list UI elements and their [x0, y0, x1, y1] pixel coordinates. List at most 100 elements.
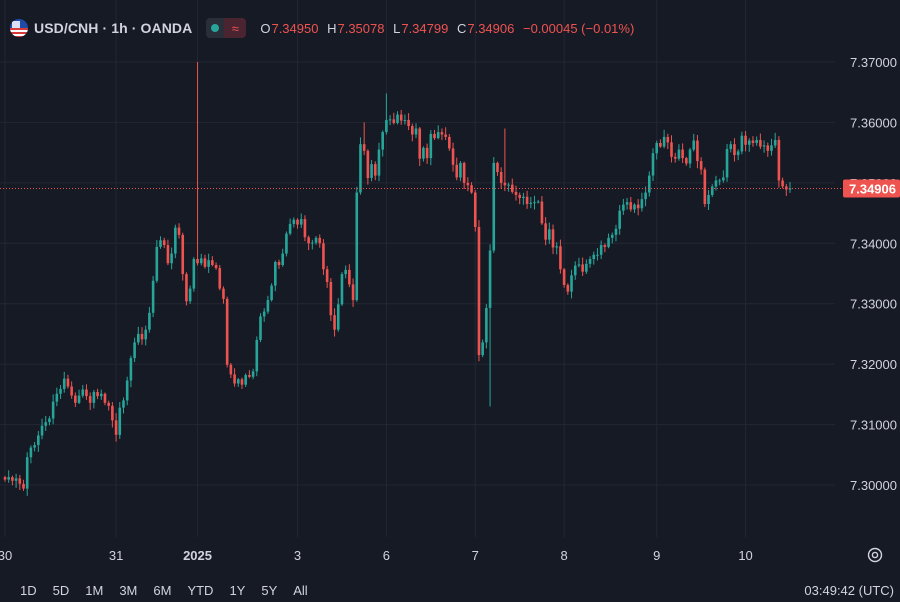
- candle: [240, 377, 244, 389]
- candle: [292, 217, 296, 228]
- candle: [736, 149, 740, 161]
- x-tick-label: 30: [0, 548, 12, 563]
- candle: [659, 139, 662, 148]
- candle: [14, 473, 18, 488]
- candle: [40, 418, 44, 440]
- candle: [462, 161, 466, 189]
- x-tick-label: 3: [294, 548, 301, 563]
- candle: [325, 265, 329, 288]
- last-price-marker: 7.34906: [0, 179, 900, 198]
- candle: [103, 392, 107, 406]
- candle: [448, 134, 451, 151]
- candle: [233, 368, 236, 387]
- bottom-toolbar: 1D 5D 1M 3M 6M YTD 1Y 5Y All 03:49:42 (UTC): [0, 577, 900, 602]
- symbol-title[interactable]: USD/CNH · 1h · OANDA: [34, 20, 193, 36]
- candle: [477, 220, 481, 362]
- candle: [125, 376, 129, 406]
- candle: [788, 182, 792, 193]
- range-button-5d[interactable]: 5D: [52, 583, 70, 598]
- candle: [533, 195, 536, 210]
- candle: [218, 264, 222, 291]
- candle: [492, 157, 496, 253]
- candle: [762, 140, 766, 153]
- settings-gear-icon[interactable]: [866, 546, 884, 564]
- candle: [444, 127, 447, 140]
- range-button-5y[interactable]: 5Y: [261, 583, 278, 598]
- candle: [455, 157, 459, 181]
- x-tick-label: 6: [383, 548, 390, 563]
- x-tick-label: 2025: [183, 548, 212, 563]
- candle: [614, 224, 618, 242]
- candle: [422, 146, 425, 162]
- candle: [566, 283, 570, 295]
- candle: [118, 402, 122, 439]
- candle: [259, 313, 262, 343]
- candle: [188, 285, 192, 304]
- candle: [262, 308, 266, 322]
- candle: [303, 215, 307, 242]
- candle: [362, 122, 366, 156]
- open-value: 7.34950: [271, 20, 319, 36]
- candle: [151, 275, 155, 318]
- y-tick-label: 7.33000: [850, 297, 897, 312]
- candle: [436, 125, 440, 140]
- candle: [211, 256, 214, 267]
- candle: [470, 182, 473, 194]
- market-status-pill[interactable]: ≈: [206, 18, 247, 38]
- candle: [248, 370, 251, 379]
- candle: [355, 186, 359, 302]
- candle: [140, 327, 144, 345]
- candle: [96, 388, 99, 400]
- candle: [618, 205, 621, 235]
- candle: [81, 384, 85, 398]
- candle: [137, 326, 140, 345]
- range-button-all[interactable]: All: [293, 583, 308, 598]
- candle: [373, 161, 377, 181]
- range-button-3m[interactable]: 3M: [119, 583, 138, 598]
- range-button-6m[interactable]: 6M: [153, 583, 172, 598]
- candle: [344, 265, 347, 279]
- candle: [266, 295, 270, 314]
- candle: [655, 140, 658, 160]
- candle: [529, 196, 533, 209]
- candle: [199, 253, 203, 266]
- candle: [133, 337, 136, 363]
- candle: [66, 374, 70, 389]
- candle: [699, 157, 703, 175]
- candle: [733, 138, 736, 162]
- candle: [314, 236, 318, 245]
- candle: [85, 384, 88, 400]
- candle: [544, 217, 547, 246]
- range-button-1m[interactable]: 1M: [85, 583, 104, 598]
- candle: [596, 248, 599, 261]
- candle: [155, 240, 159, 283]
- candle: [629, 196, 633, 212]
- candle: [70, 381, 73, 399]
- candle: [662, 129, 666, 149]
- candle: [318, 234, 322, 248]
- range-button-1d[interactable]: 1D: [20, 583, 37, 598]
- candle: [677, 144, 681, 161]
- candle: [207, 253, 210, 273]
- candle: [392, 112, 396, 125]
- candle: [573, 261, 577, 280]
- candle: [747, 138, 751, 152]
- candle: [370, 159, 373, 182]
- candle: [755, 136, 758, 146]
- candle: [322, 239, 325, 275]
- candle: [685, 156, 688, 166]
- candle: [548, 222, 551, 245]
- range-button-ytd[interactable]: YTD: [187, 583, 214, 598]
- candle: [18, 474, 22, 490]
- candle: [144, 325, 148, 346]
- clock[interactable]: 03:49:42 (UTC): [804, 583, 894, 598]
- candle: [425, 143, 429, 164]
- x-tick-label: 31: [109, 548, 123, 563]
- y-tick-label: 7.30000: [850, 478, 897, 493]
- candle: [244, 373, 247, 387]
- candle: [688, 147, 692, 169]
- candle: [466, 177, 470, 192]
- range-button-1y[interactable]: 1Y: [229, 583, 246, 598]
- last-price-tag: [843, 179, 900, 198]
